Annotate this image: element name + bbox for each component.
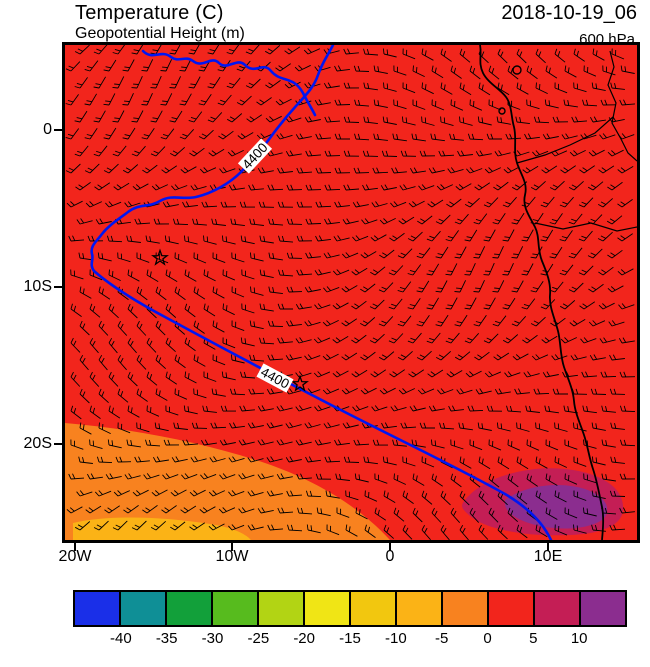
plot-datetime: 2018-10-19_06 xyxy=(501,2,637,24)
x-axis-tick xyxy=(231,543,233,551)
y-axis-label-20s: 20S xyxy=(23,435,52,452)
y-axis-label-10s: 10S xyxy=(23,278,52,295)
x-axis-label-0: 0 xyxy=(385,548,395,565)
geopotential-contour-4400-main xyxy=(90,45,553,540)
x-axis-label-20w: 20W xyxy=(58,548,92,565)
colorbar-tick-label: -25 xyxy=(247,630,270,647)
star-marker xyxy=(291,374,309,392)
x-axis-label-10w: 10W xyxy=(215,548,249,565)
temp-field-over-10 xyxy=(505,484,608,529)
map-plot-area xyxy=(62,42,640,543)
y-axis-tick xyxy=(54,443,62,445)
colorbar-tick-label: 5 xyxy=(529,630,538,647)
plot-title: Temperature (C) xyxy=(75,2,224,24)
y-axis-tick xyxy=(54,129,62,131)
x-axis-label-10e: 10E xyxy=(533,548,563,565)
colorbar-tick-label: -15 xyxy=(339,630,361,647)
colorbar-cell-2 xyxy=(167,592,213,625)
map-svg xyxy=(65,45,637,540)
colorbar-tick-label: -10 xyxy=(384,630,407,647)
colorbar-cell-6 xyxy=(351,592,397,625)
island-outline xyxy=(512,65,522,75)
colorbar-tick-label: 0 xyxy=(483,630,492,647)
colorbar-tick-label: -40 xyxy=(109,630,132,647)
geopotential-contour-4400-top xyxy=(141,49,317,117)
x-axis-tick xyxy=(389,543,391,551)
colorbar-cell-0 xyxy=(75,592,121,625)
colorbar-tick-label: -35 xyxy=(155,630,178,647)
star-marker xyxy=(151,248,169,266)
country-border xyxy=(607,50,637,162)
star-markers-layer xyxy=(151,248,309,392)
colorbar-tick-label: -20 xyxy=(293,630,315,647)
colorbar-labels: -40 -35 -30 -25 -20 -15 -10 -5 0 5 10 xyxy=(75,630,625,650)
colorbar-cell-11 xyxy=(581,592,625,625)
colorbar-cell-1 xyxy=(121,592,167,625)
colorbar-tick-label: 10 xyxy=(570,630,588,647)
temp-field-minus10-to-minus5 xyxy=(73,517,251,540)
y-axis-tick xyxy=(54,286,62,288)
colorbar-cell-3 xyxy=(213,592,259,625)
colorbar xyxy=(73,590,627,627)
colorbar-cell-9 xyxy=(489,592,535,625)
colorbar-tick-label: -30 xyxy=(201,630,224,647)
x-axis-tick xyxy=(74,543,76,551)
plot-subtitle: Geopotential Height (m) xyxy=(75,25,245,42)
colorbar-tick-label: -5 xyxy=(434,630,449,647)
colorbar-cell-4 xyxy=(259,592,305,625)
colorbar-cell-5 xyxy=(305,592,351,625)
island-outline xyxy=(498,107,506,115)
y-axis-label-0: 0 xyxy=(43,121,52,138)
coastline xyxy=(479,45,605,540)
country-border xyxy=(516,116,614,164)
colorbar-cell-8 xyxy=(443,592,489,625)
colorbar-cell-10 xyxy=(535,592,581,625)
x-axis-tick xyxy=(547,543,549,551)
temp-field-minus5-to-0 xyxy=(65,423,390,540)
colorbar-cell-7 xyxy=(397,592,443,625)
